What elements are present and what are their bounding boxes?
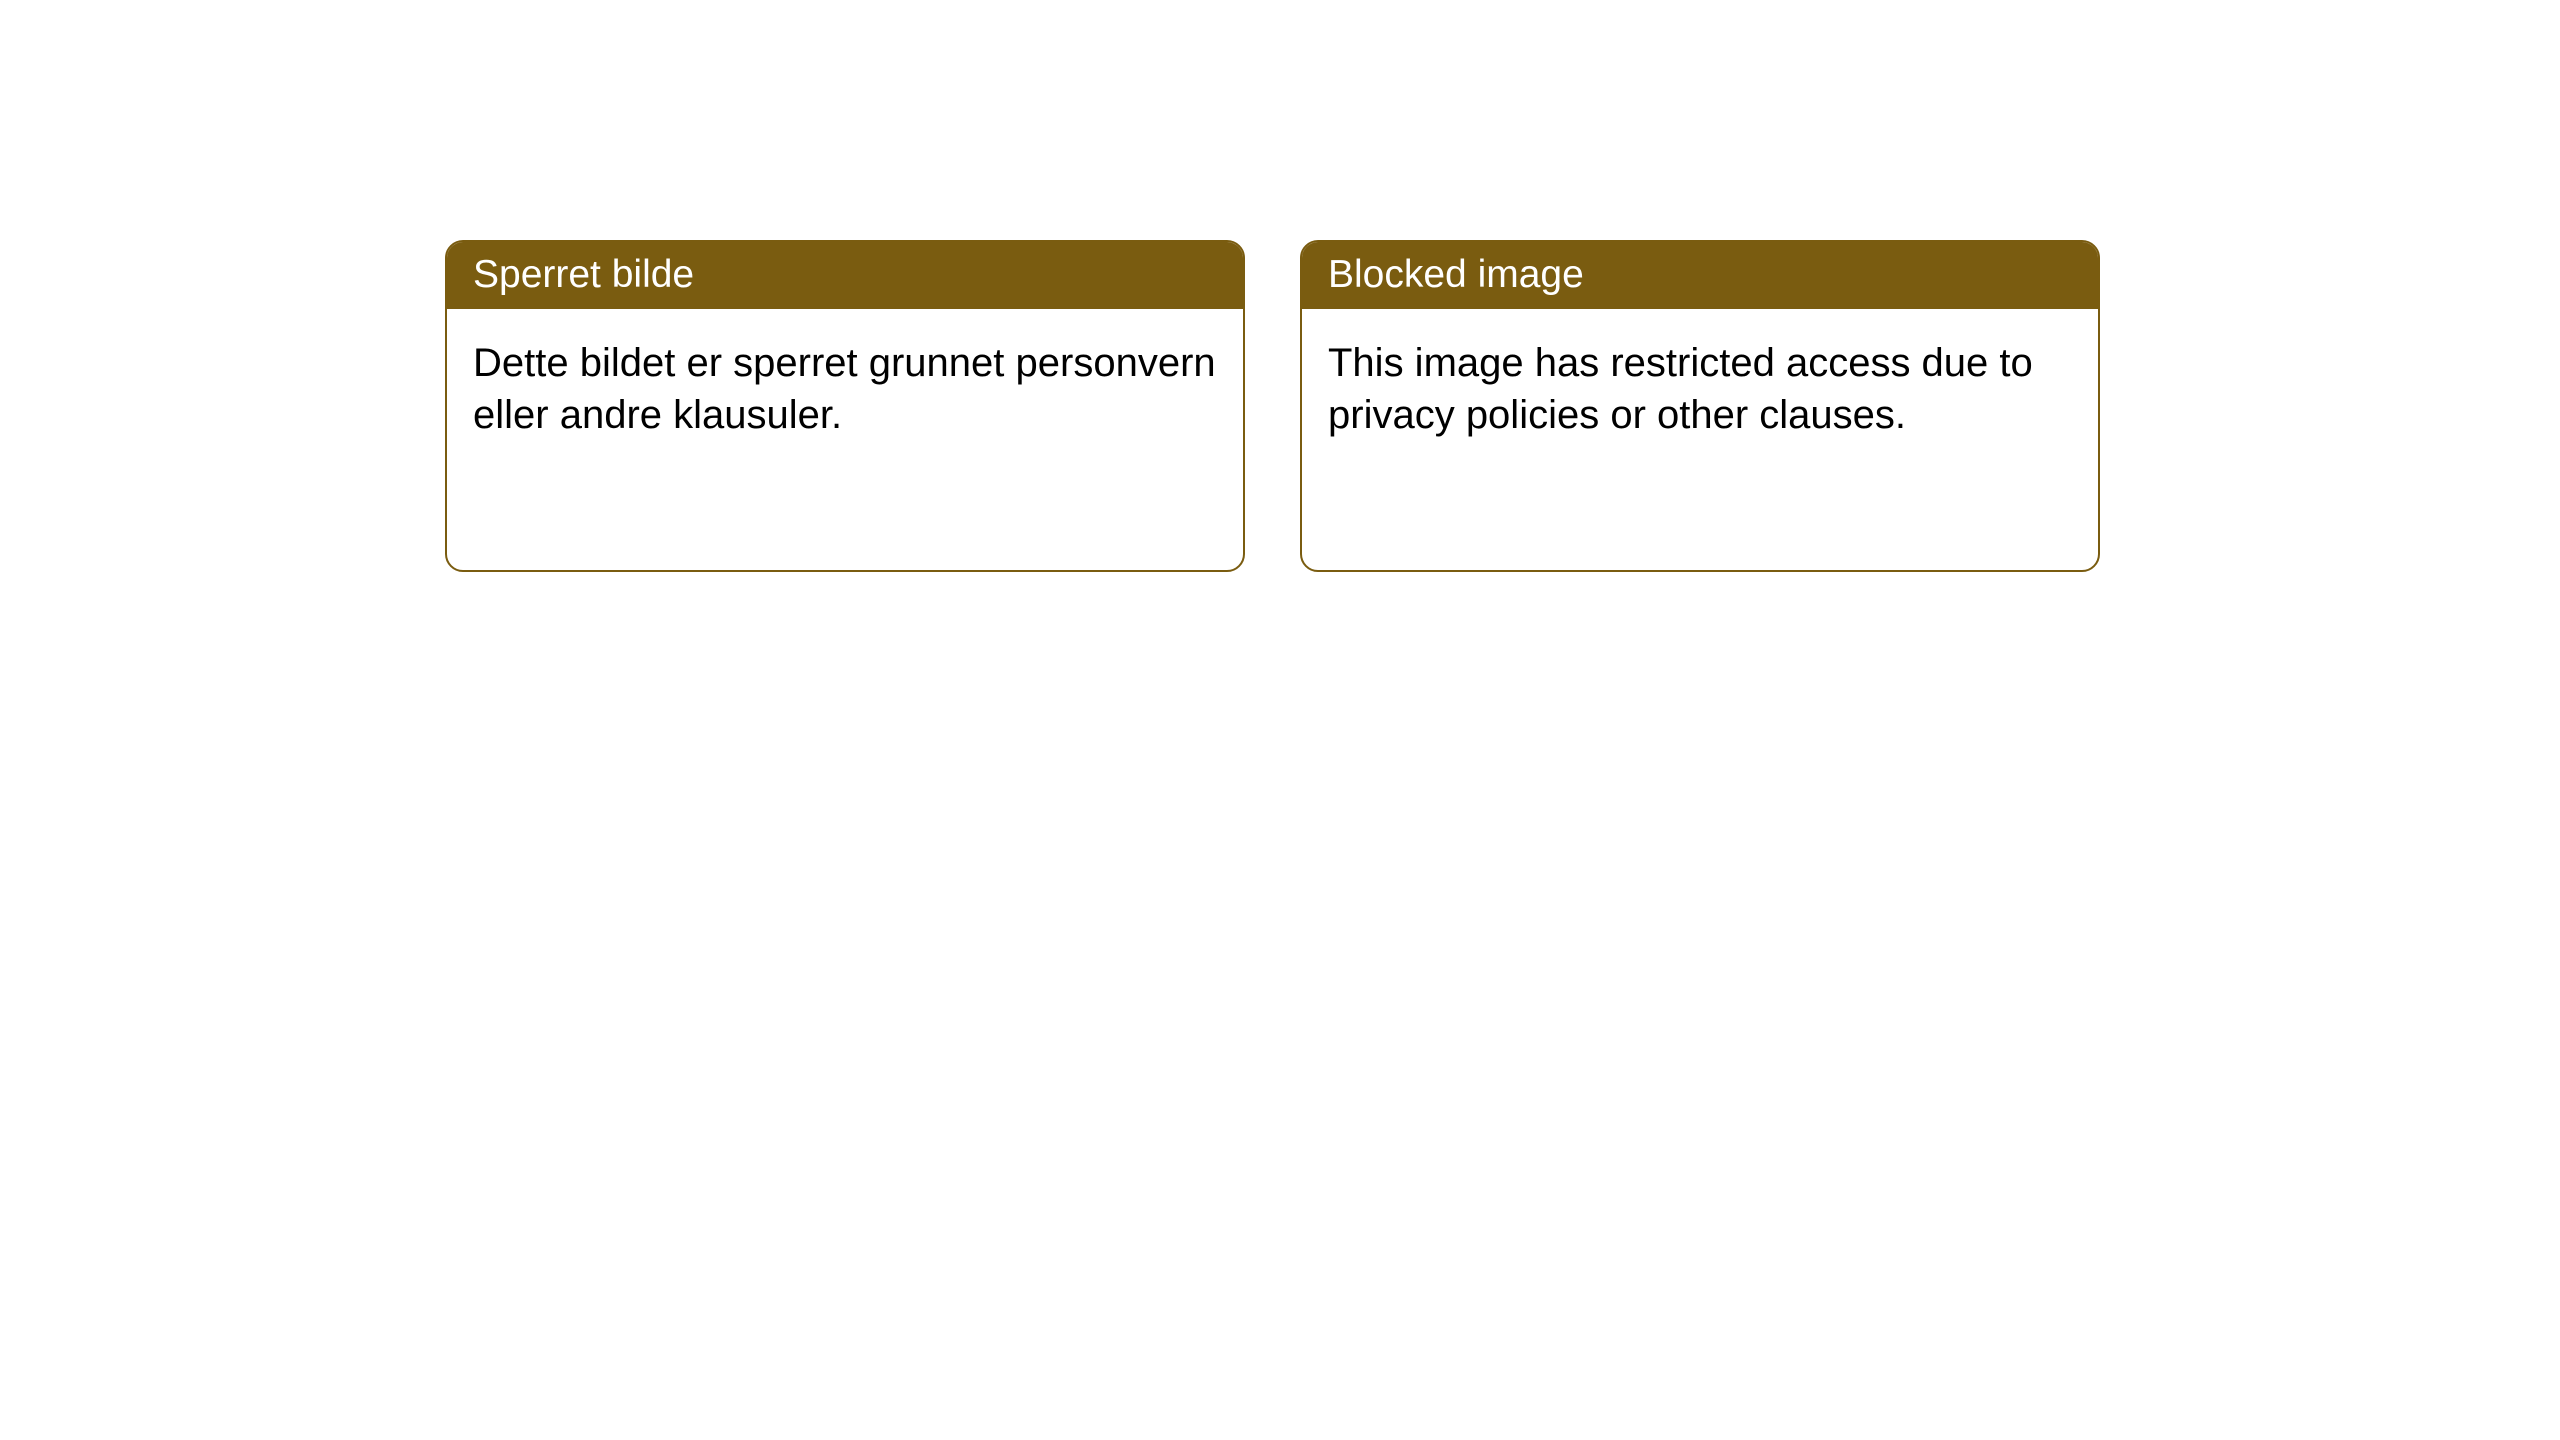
blocked-image-card-no: Sperret bilde Dette bildet er sperret gr… (445, 240, 1245, 572)
card-header-en: Blocked image (1302, 242, 2098, 309)
card-body-no: Dette bildet er sperret grunnet personve… (447, 309, 1243, 469)
card-header-no: Sperret bilde (447, 242, 1243, 309)
notice-container: Sperret bilde Dette bildet er sperret gr… (0, 0, 2560, 572)
blocked-image-card-en: Blocked image This image has restricted … (1300, 240, 2100, 572)
card-body-en: This image has restricted access due to … (1302, 309, 2098, 469)
